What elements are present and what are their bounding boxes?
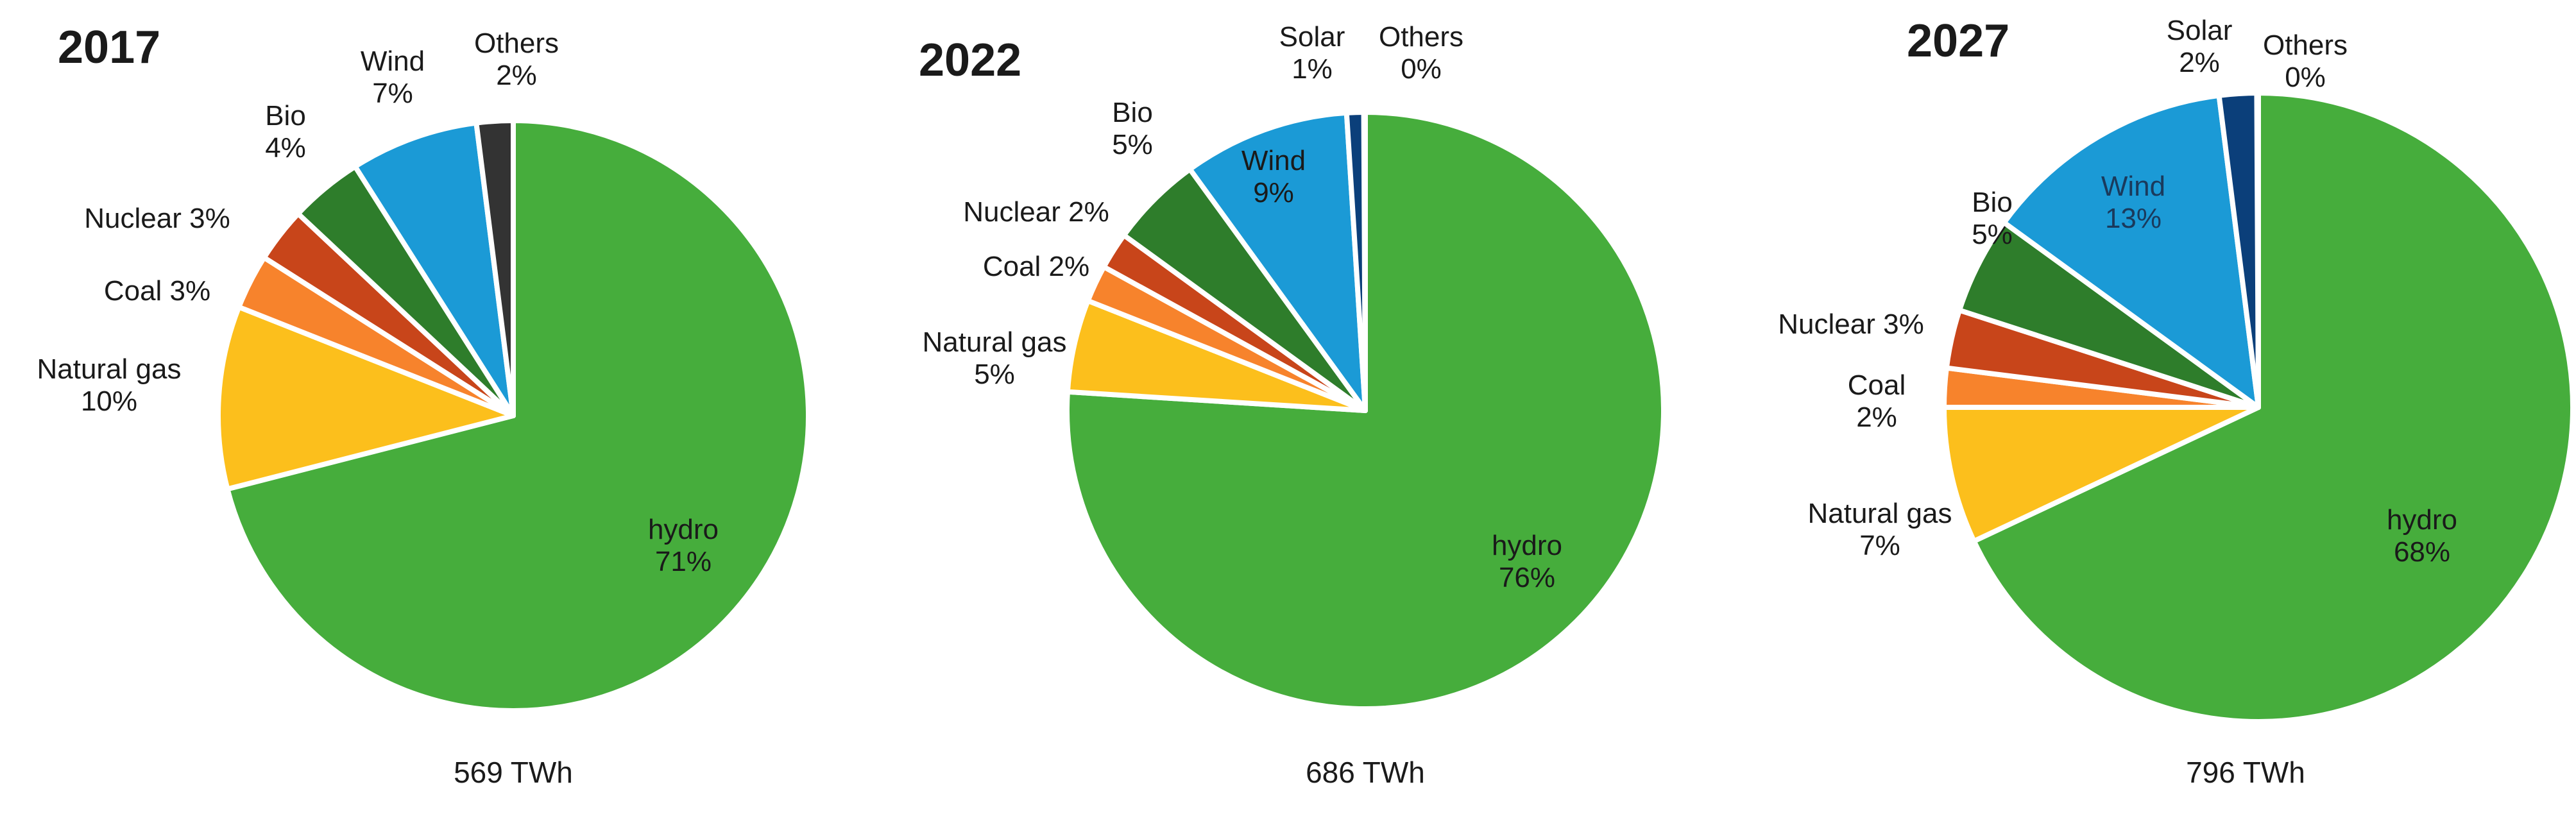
slice-label-line: hydro: [1492, 530, 1562, 561]
slice-label-line: Coal 2%: [983, 251, 1089, 282]
slice-label-line: Natural gas: [922, 327, 1066, 358]
slice-label-hydro: hydro 76%: [1492, 530, 1562, 593]
slice-label-line: 10%: [81, 386, 137, 417]
slices: hydro 76%Natural gas 5%Coal 2%Nuclear 2%Bi…: [922, 21, 1666, 711]
slice-label-coal: Coal 2%: [983, 251, 1089, 282]
slice-wind: [352, 120, 516, 418]
chart-2027: 2027 hydro 68%Natural gas 7%Coal 2%Nuclear …: [1778, 15, 2575, 789]
slice-hydro: [225, 118, 811, 713]
total-label: 796 TWh: [2186, 756, 2305, 789]
slice-label-line: 5%: [974, 359, 1015, 390]
slice-label-line: 7%: [1859, 530, 1900, 561]
slice-label-wind: Wind 9%: [1241, 145, 1306, 208]
slice-label-line: 68%: [2394, 536, 2450, 568]
chart-title: 2017: [58, 22, 160, 73]
slices: hydro 68%Natural gas 7%Coal 2%Nuclear 3%Bio…: [1778, 15, 2575, 724]
slice-label-line: 2%: [496, 60, 537, 91]
slice-label-hydro: hydro 71%: [648, 514, 719, 577]
slice-wind: [1187, 110, 1368, 413]
slice-label-line: Bio: [265, 100, 306, 132]
slice-label-line: Bio: [1972, 187, 2013, 218]
slice-label-line: Bio: [1112, 97, 1153, 128]
chart-2022: 2022 hydro 76%Natural gas 5%Coal 2%Nuclear…: [919, 21, 1666, 789]
slice-label-others: Others 0%: [2263, 30, 2348, 93]
slice-label-line: Coal: [1848, 369, 1906, 401]
slice-label-others: Others 0%: [1379, 21, 1463, 85]
slice-label-line: 1%: [1292, 53, 1333, 85]
slice-label-line: Solar: [1279, 21, 1345, 53]
slice-label-line: Natural gas: [37, 353, 181, 385]
slice-label-hydro: hydro 68%: [2387, 504, 2457, 568]
slice-label-line: 71%: [655, 546, 712, 577]
slice-label-bio: Bio 4%: [265, 100, 306, 164]
slice-others: [2254, 90, 2261, 410]
slice-wind: [2001, 92, 2261, 410]
slice-label-line: Nuclear 2%: [963, 196, 1109, 228]
slice-label-line: Natural gas: [1807, 498, 1952, 529]
slice-label-line: 9%: [1253, 177, 1294, 208]
slice-label-wind: Wind 7%: [361, 46, 425, 109]
slice-label-line: Solar: [2167, 15, 2233, 46]
slice-hydro: [1971, 90, 2575, 724]
slice-natural-gas: [1941, 405, 2261, 544]
slice-label-nuclear: Nuclear 2%: [963, 196, 1109, 228]
slice-label-line: 5%: [1112, 129, 1153, 160]
slice-label-line: Wind: [361, 46, 425, 77]
chart-title: 2022: [919, 35, 1021, 86]
slice-others: [473, 118, 516, 418]
slice-label-line: Coal 3%: [104, 275, 210, 307]
slice-label-nuclear: Nuclear 3%: [84, 203, 230, 234]
slice-label-line: 2%: [1856, 402, 1897, 433]
slice-label-line: 76%: [1499, 562, 1555, 593]
slice-label-coal: Coal 2%: [1848, 369, 1906, 433]
slice-natural-gas: [216, 304, 516, 492]
slice-label-line: Wind: [1241, 145, 1306, 176]
slice-label-natural-gas: Natural gas 5%: [922, 327, 1066, 390]
slice-label-line: hydro: [648, 514, 719, 545]
slice-label-line: Nuclear 3%: [84, 203, 230, 234]
slice-label-line: 0%: [2285, 62, 2326, 93]
slice-label-wind: Wind 13%: [2101, 171, 2165, 234]
slice-label-nuclear: Nuclear 3%: [1778, 309, 1923, 340]
slice-label-natural-gas: Natural gas 10%: [37, 353, 181, 417]
slice-label-solar: Solar 1%: [1279, 21, 1345, 85]
slice-label-solar: Solar 2%: [2167, 15, 2233, 78]
total-label: 569 TWh: [454, 756, 573, 789]
slice-label-line: Others: [1379, 21, 1463, 53]
slice-label-line: 0%: [1401, 53, 1442, 85]
slice-label-line: 13%: [2105, 203, 2162, 234]
total-label: 686 TWh: [1306, 756, 1425, 789]
slice-others: [1361, 109, 1368, 413]
slice-label-line: Nuclear 3%: [1778, 309, 1923, 340]
chart-title: 2027: [1907, 15, 2009, 67]
chart-2017: 2017 hydro 71% Natural gas 10% Coal 3% Nuclea…: [37, 22, 811, 789]
slice-label-line: Others: [2263, 30, 2348, 61]
slice-label-line: hydro: [2387, 504, 2457, 536]
slice-label-others: Others 2%: [474, 28, 559, 91]
slice-label-line: 7%: [372, 78, 413, 109]
slice-label-coal: Coal 3%: [104, 275, 210, 307]
slice-label-line: 2%: [2179, 47, 2220, 78]
slices: hydro 71% Natural gas 10% Coal 3% Nuclear 3% B…: [37, 28, 811, 713]
slice-label-natural-gas: Natural gas 7%: [1807, 498, 1952, 561]
slice-label-line: 4%: [265, 132, 306, 164]
slice-label-line: Wind: [2101, 171, 2165, 202]
slice-label-line: Others: [474, 28, 559, 59]
slice-label-bio: Bio 5%: [1112, 97, 1153, 160]
